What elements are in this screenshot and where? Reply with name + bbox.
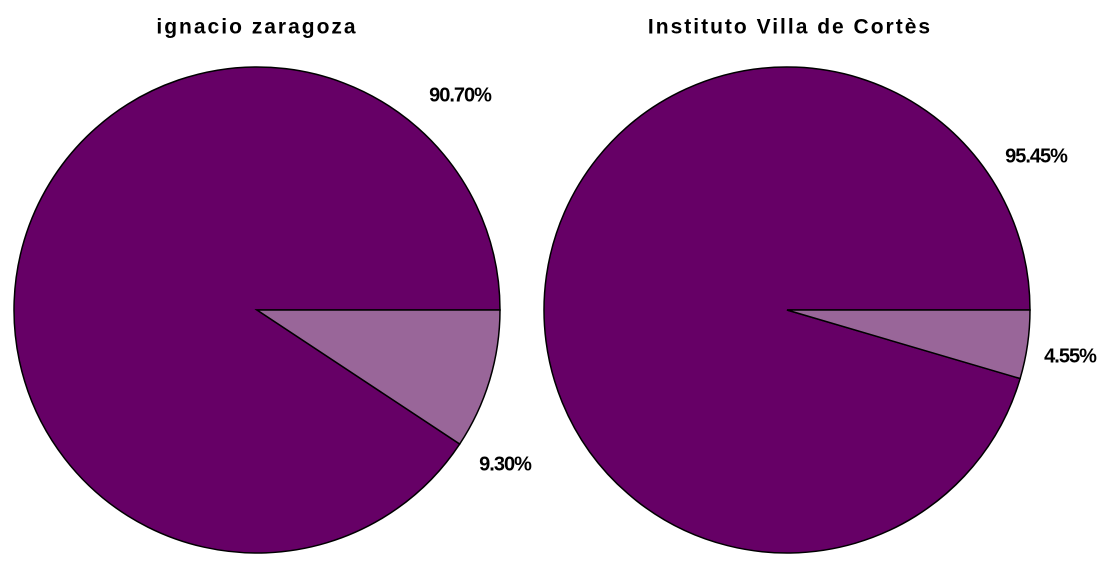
data-label: 9.30% xyxy=(479,453,532,475)
pie-slice xyxy=(254,309,501,446)
data-label: 4.55% xyxy=(1044,345,1097,367)
chart-title: ignacio zaragoza xyxy=(156,16,357,39)
data-label: 90.70% xyxy=(429,84,492,106)
data-label: 95.45% xyxy=(1005,145,1068,167)
pie-slice xyxy=(786,309,1031,380)
chart-title: Instituto Villa de Cortès xyxy=(648,16,932,39)
